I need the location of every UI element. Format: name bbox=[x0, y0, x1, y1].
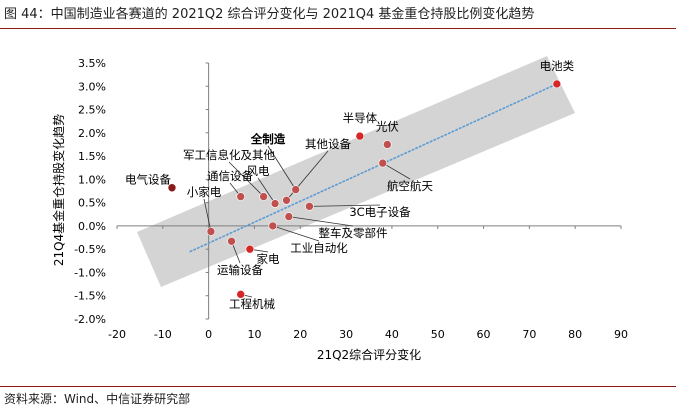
trendline-layer bbox=[189, 83, 558, 253]
y-tick-label: -2.0% bbox=[74, 313, 106, 326]
scatter-chart: -2.0% -1.5% -1.0% -0.5% 0.0% 0.5% 1.0% 1.5% 2.0%… bbox=[51, 56, 628, 362]
point-label: 运输设备 bbox=[217, 263, 263, 277]
trend-line bbox=[189, 83, 558, 253]
axis-layer: -2.0% -1.5% -1.0% -0.5% 0.0% 0.5% 1.0% 1.5% 2.0%… bbox=[74, 57, 628, 341]
y-tick-label: 2.0% bbox=[78, 127, 106, 140]
x-tick-label: -20 bbox=[108, 328, 126, 341]
point-label: 电池类 bbox=[540, 59, 575, 73]
figure-title: 图 44：中国制造业各赛道的 2021Q2 综合评分变化与 2021Q4 基金重… bbox=[4, 7, 535, 22]
data-point bbox=[284, 212, 294, 221]
source-note: 资料来源：Wind、中信证券研究部 bbox=[4, 392, 191, 406]
point-label: 航空航天 bbox=[387, 179, 433, 193]
x-axis-label: 21Q2综合评分变化 bbox=[317, 347, 421, 362]
points-layer bbox=[167, 79, 562, 299]
y-tick-label: -0.5% bbox=[74, 243, 106, 256]
leader-line bbox=[267, 145, 297, 190]
data-point bbox=[270, 199, 280, 208]
data-point bbox=[227, 236, 236, 246]
leader-line bbox=[272, 225, 320, 242]
point-label: 工程机械 bbox=[229, 297, 275, 311]
x-tick-label: 70 bbox=[522, 328, 536, 341]
leader-line bbox=[203, 198, 212, 232]
point-label: 工业自动化 bbox=[290, 241, 348, 255]
y-tick-label: 1.0% bbox=[78, 173, 106, 186]
point-label: 小家电 bbox=[187, 185, 222, 199]
y-tick-label: -1.5% bbox=[74, 290, 106, 303]
data-point bbox=[282, 196, 291, 205]
x-tick-label: 0 bbox=[205, 328, 212, 341]
point-label: 光伏 bbox=[376, 119, 399, 133]
data-point bbox=[268, 221, 278, 231]
point-label: 通信设备 bbox=[207, 169, 253, 183]
leader-line bbox=[309, 204, 381, 207]
leader-line bbox=[228, 161, 264, 197]
x-tick-label: 20 bbox=[293, 328, 307, 341]
x-tick-label: 40 bbox=[385, 328, 399, 341]
x-tick-label: 60 bbox=[477, 328, 491, 341]
data-point bbox=[245, 244, 255, 254]
y-tick-label: 3.0% bbox=[78, 80, 106, 93]
leader-line bbox=[382, 162, 411, 180]
leader-line bbox=[288, 216, 354, 227]
y-tick-label: 1.5% bbox=[78, 150, 106, 163]
point-label: 军工信息化及其他 bbox=[183, 148, 275, 162]
trend-band-layer bbox=[137, 56, 575, 287]
x-tick-label: 30 bbox=[339, 328, 353, 341]
trend-band bbox=[137, 56, 575, 287]
x-tick-label: -10 bbox=[154, 328, 172, 341]
leader-line bbox=[257, 177, 276, 204]
data-point bbox=[291, 185, 300, 194]
data-point bbox=[167, 183, 177, 193]
point-label: 3C电子设备 bbox=[349, 205, 411, 219]
point-label: 家电 bbox=[257, 252, 280, 266]
point-label: 风电 bbox=[247, 164, 270, 178]
y-tick-label: 2.5% bbox=[78, 104, 106, 117]
leader-lines-layer bbox=[203, 145, 411, 298]
y-tick-label: 0.5% bbox=[78, 197, 106, 210]
point-label: 半导体 bbox=[343, 111, 378, 125]
title-divider bbox=[0, 28, 676, 29]
point-label: 全制造 bbox=[250, 132, 286, 146]
y-tick-label: -1.0% bbox=[74, 266, 106, 279]
data-point bbox=[236, 192, 246, 201]
x-tick-label: 50 bbox=[431, 328, 445, 341]
y-axis-label: 21Q4基金重仓持股变化趋势 bbox=[51, 114, 66, 266]
data-point bbox=[552, 79, 562, 89]
data-point bbox=[259, 192, 268, 201]
point-label: 电气设备 bbox=[125, 173, 171, 187]
point-label: 其他设备 bbox=[305, 137, 351, 151]
y-tick-label: 0.0% bbox=[78, 220, 106, 233]
y-tick-label: 3.5% bbox=[78, 57, 106, 70]
data-point bbox=[305, 202, 314, 211]
data-point bbox=[378, 158, 388, 168]
x-tick-label: 80 bbox=[568, 328, 582, 341]
data-point bbox=[383, 140, 392, 149]
x-tick-label: 90 bbox=[614, 328, 628, 341]
data-point bbox=[206, 227, 216, 236]
data-point bbox=[355, 131, 365, 141]
source-divider bbox=[0, 386, 676, 387]
x-tick-label: 10 bbox=[247, 328, 261, 341]
data-point bbox=[236, 290, 246, 299]
point-label: 整车及零部件 bbox=[319, 226, 388, 240]
